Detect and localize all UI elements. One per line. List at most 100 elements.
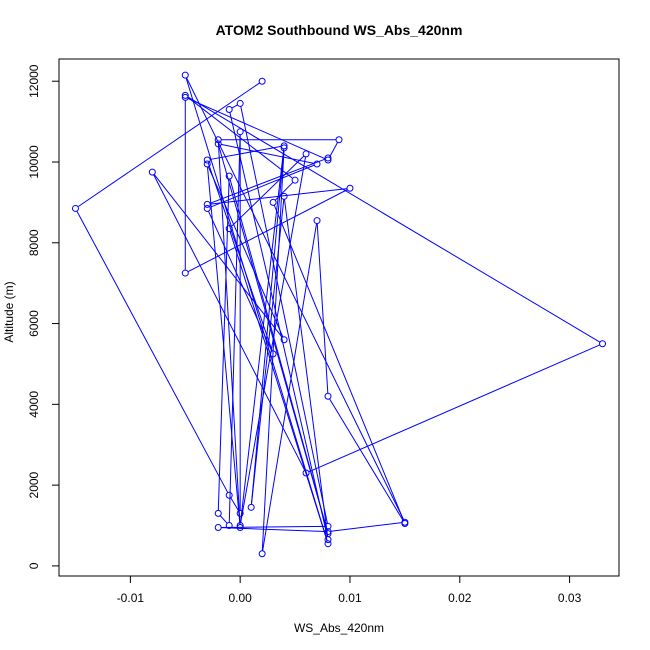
data-point bbox=[225, 491, 233, 499]
y-axis: 0 2000 4000 6000 8000 10000 12000 bbox=[27, 64, 60, 569]
series-segment bbox=[209, 158, 326, 204]
series-segment bbox=[330, 522, 402, 532]
series-segment bbox=[210, 145, 282, 160]
series-segment bbox=[221, 143, 315, 164]
series-segment bbox=[187, 98, 326, 160]
data-point bbox=[324, 528, 332, 536]
data-point bbox=[324, 522, 332, 530]
series-segment bbox=[274, 181, 294, 201]
series-segment bbox=[230, 155, 305, 227]
series-layer bbox=[71, 71, 607, 558]
data-point bbox=[203, 160, 211, 168]
data-point bbox=[324, 154, 332, 162]
series-segment bbox=[221, 525, 326, 528]
series-segment bbox=[187, 96, 601, 343]
data-point bbox=[214, 524, 222, 532]
data-point bbox=[280, 142, 288, 150]
series-segment bbox=[329, 142, 339, 158]
data-point bbox=[599, 340, 607, 348]
data-point bbox=[236, 509, 244, 517]
series-segment bbox=[77, 82, 260, 208]
series-segment bbox=[329, 398, 404, 522]
series-segment bbox=[209, 164, 315, 208]
data-point bbox=[313, 217, 321, 225]
series-segment bbox=[207, 166, 241, 525]
x-axis-label: WS_Abs_420nm bbox=[294, 621, 384, 635]
data-point bbox=[181, 71, 189, 79]
data-point bbox=[236, 99, 244, 107]
series-segment bbox=[228, 134, 241, 523]
data-point bbox=[181, 93, 189, 101]
data-point bbox=[214, 140, 222, 148]
y-tick-label: 0 bbox=[27, 562, 41, 569]
series-segment bbox=[76, 210, 229, 493]
data-point bbox=[203, 204, 211, 212]
data-point bbox=[324, 392, 332, 400]
series-segment bbox=[316, 223, 329, 394]
series-segment bbox=[187, 189, 348, 273]
series-segment bbox=[283, 199, 329, 537]
data-point bbox=[324, 540, 332, 548]
data-point bbox=[280, 336, 288, 344]
x-tick-label: -0.01 bbox=[117, 591, 145, 605]
series-segment bbox=[240, 106, 328, 524]
data-point bbox=[236, 524, 244, 532]
y-tick-label: 4000 bbox=[27, 391, 41, 418]
series-segment bbox=[208, 210, 273, 352]
series-segment bbox=[207, 166, 284, 338]
series-segment bbox=[153, 174, 306, 471]
data-point bbox=[236, 128, 244, 136]
data-point bbox=[181, 269, 189, 277]
data-point bbox=[203, 200, 211, 208]
series-segment bbox=[217, 142, 241, 525]
data-point bbox=[236, 522, 244, 530]
series-segment bbox=[187, 96, 294, 179]
data-point bbox=[269, 198, 277, 206]
data-point bbox=[258, 77, 266, 85]
data-point bbox=[225, 225, 233, 233]
data-point bbox=[313, 160, 321, 168]
data-point bbox=[302, 469, 310, 477]
data-point bbox=[324, 536, 332, 544]
data-point bbox=[280, 192, 288, 200]
data-point bbox=[280, 144, 288, 152]
series-segment bbox=[231, 104, 238, 109]
data-point bbox=[346, 184, 354, 192]
chart-title: ATOM2 Southbound WS_Abs_420nm bbox=[216, 22, 463, 38]
x-tick-label: 0.00 bbox=[228, 591, 252, 605]
data-point bbox=[269, 350, 277, 358]
y-tick-label: 10000 bbox=[27, 145, 41, 179]
data-point bbox=[71, 204, 79, 212]
x-tick-label: 0.03 bbox=[558, 591, 582, 605]
y-axis-label: Altitude (m) bbox=[2, 281, 16, 342]
data-point bbox=[258, 550, 266, 558]
series-segment bbox=[308, 344, 600, 473]
data-point bbox=[214, 509, 222, 517]
data-point bbox=[225, 172, 233, 180]
data-point bbox=[335, 136, 343, 144]
x-tick-label: 0.01 bbox=[338, 591, 362, 605]
series-segment bbox=[210, 188, 348, 205]
series-segment bbox=[230, 497, 240, 512]
data-point bbox=[214, 136, 222, 144]
series-segment bbox=[219, 515, 228, 524]
series-segment bbox=[240, 156, 307, 523]
x-axis: -0.01 0.00 0.01 0.02 0.03 bbox=[117, 575, 582, 605]
data-point bbox=[324, 156, 332, 164]
data-point bbox=[148, 168, 156, 176]
data-point bbox=[302, 150, 310, 158]
series-segment bbox=[273, 204, 405, 521]
data-point bbox=[225, 522, 233, 530]
series-segment bbox=[250, 150, 285, 505]
data-point bbox=[247, 503, 255, 511]
data-point bbox=[181, 91, 189, 99]
y-tick-label: 2000 bbox=[27, 471, 41, 498]
data-point bbox=[225, 105, 233, 113]
y-tick-label: 6000 bbox=[27, 310, 41, 337]
data-point bbox=[291, 176, 299, 184]
x-tick-label: 0.02 bbox=[448, 591, 472, 605]
y-tick-label: 12000 bbox=[27, 64, 41, 98]
series-segment bbox=[262, 223, 318, 551]
series-segment bbox=[240, 148, 285, 523]
